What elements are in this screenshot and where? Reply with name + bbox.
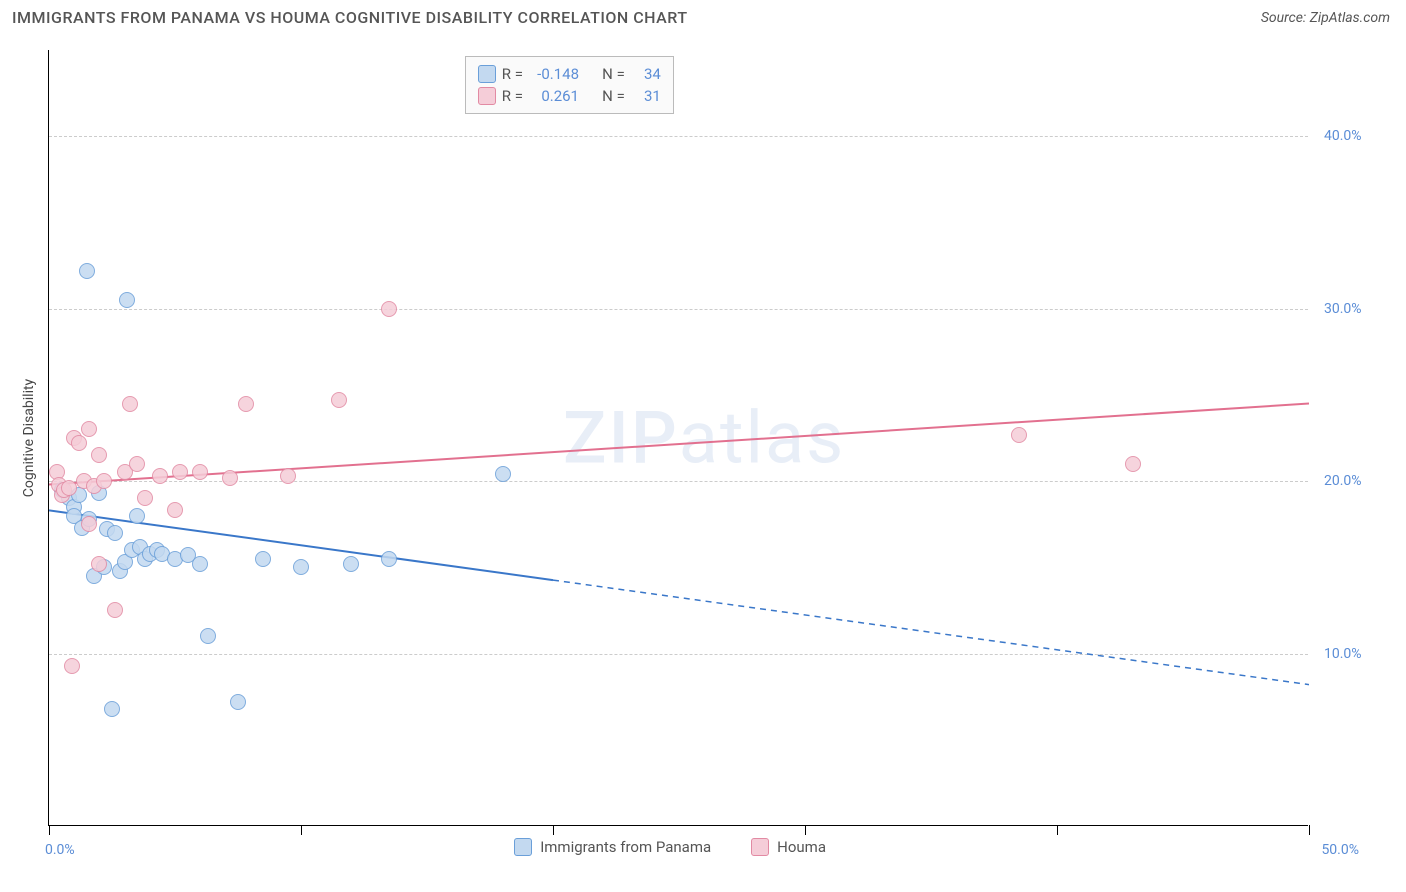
ytick-label: 30.0% <box>1324 301 1362 317</box>
gridline <box>49 309 1308 310</box>
scatter-point <box>293 559 309 575</box>
legend-row: R = 0.261 N = 31 <box>478 85 661 107</box>
xtick <box>301 825 302 835</box>
y-axis-label: Cognitive Disability <box>21 379 37 497</box>
scatter-point <box>81 516 97 532</box>
scatter-point <box>129 456 145 472</box>
xtick <box>805 825 806 835</box>
scatter-point <box>61 480 77 496</box>
legend-swatch <box>514 838 532 856</box>
scatter-point <box>495 466 511 482</box>
ytick-label: 40.0% <box>1324 128 1362 144</box>
legend-r-label: R = <box>502 63 523 85</box>
legend-n-label: N = <box>602 85 625 107</box>
correlation-legend: R = -0.148 N = 34 R = 0.261 N = 31 <box>465 56 674 114</box>
scatter-point <box>91 447 107 463</box>
scatter-point <box>119 292 135 308</box>
scatter-point <box>104 701 120 717</box>
scatter-point <box>107 525 123 541</box>
scatter-point <box>1125 456 1141 472</box>
gridline <box>49 654 1308 655</box>
scatter-point <box>172 464 188 480</box>
trend-line-dashed-series-0 <box>553 580 1309 685</box>
xtick-label: 0.0% <box>45 842 75 858</box>
bottom-legend-item: Immigrants from Panama <box>514 838 711 856</box>
xtick <box>1309 825 1310 835</box>
legend-row: R = -0.148 N = 34 <box>478 63 661 85</box>
legend-label: Houma <box>777 838 826 856</box>
scatter-point <box>255 551 271 567</box>
scatter-point <box>343 556 359 572</box>
chart-source: Source: ZipAtlas.com <box>1261 10 1390 26</box>
legend-swatch <box>751 838 769 856</box>
scatter-point <box>64 658 80 674</box>
scatter-point <box>152 468 168 484</box>
xtick <box>553 825 554 835</box>
xtick <box>49 825 50 835</box>
scatter-point <box>230 694 246 710</box>
scatter-point <box>192 556 208 572</box>
scatter-point <box>280 468 296 484</box>
legend-n-value: 34 <box>631 63 661 85</box>
chart-title: IMMIGRANTS FROM PANAMA VS HOUMA COGNITIV… <box>12 8 688 27</box>
xtick-label: 50.0% <box>1321 842 1359 858</box>
gridline <box>49 481 1308 482</box>
bottom-legend: Immigrants from Panama Houma <box>514 838 826 856</box>
ytick-label: 10.0% <box>1324 646 1362 662</box>
scatter-point <box>81 421 97 437</box>
scatter-point <box>1011 427 1027 443</box>
watermark: ZIPatlas <box>563 396 845 481</box>
scatter-point <box>167 502 183 518</box>
scatter-point <box>200 628 216 644</box>
legend-swatch <box>478 65 496 83</box>
scatter-point <box>381 551 397 567</box>
scatter-point <box>381 301 397 317</box>
chart-header: IMMIGRANTS FROM PANAMA VS HOUMA COGNITIV… <box>0 0 1406 35</box>
legend-n-label: N = <box>602 63 625 85</box>
scatter-point <box>331 392 347 408</box>
scatter-point <box>96 473 112 489</box>
legend-label: Immigrants from Panama <box>540 838 711 856</box>
legend-n-value: 31 <box>631 85 661 107</box>
scatter-point <box>91 556 107 572</box>
scatter-point <box>238 396 254 412</box>
legend-swatch <box>478 87 496 105</box>
legend-r-label: R = <box>502 85 523 107</box>
scatter-point <box>79 263 95 279</box>
scatter-point <box>137 490 153 506</box>
bottom-legend-item: Houma <box>751 838 826 856</box>
xtick <box>1057 825 1058 835</box>
scatter-point <box>192 464 208 480</box>
legend-r-value: 0.261 <box>529 85 579 107</box>
ytick-label: 20.0% <box>1324 473 1362 489</box>
scatter-point <box>71 435 87 451</box>
gridline <box>49 136 1308 137</box>
trend-line-series-1 <box>49 404 1309 485</box>
chart-plot-area: 10.0%20.0%30.0%40.0%0.0%50.0%Cognitive D… <box>48 50 1308 826</box>
scatter-point <box>122 396 138 412</box>
legend-r-value: -0.148 <box>529 63 579 85</box>
scatter-point <box>129 508 145 524</box>
scatter-point <box>222 470 238 486</box>
scatter-point <box>107 602 123 618</box>
